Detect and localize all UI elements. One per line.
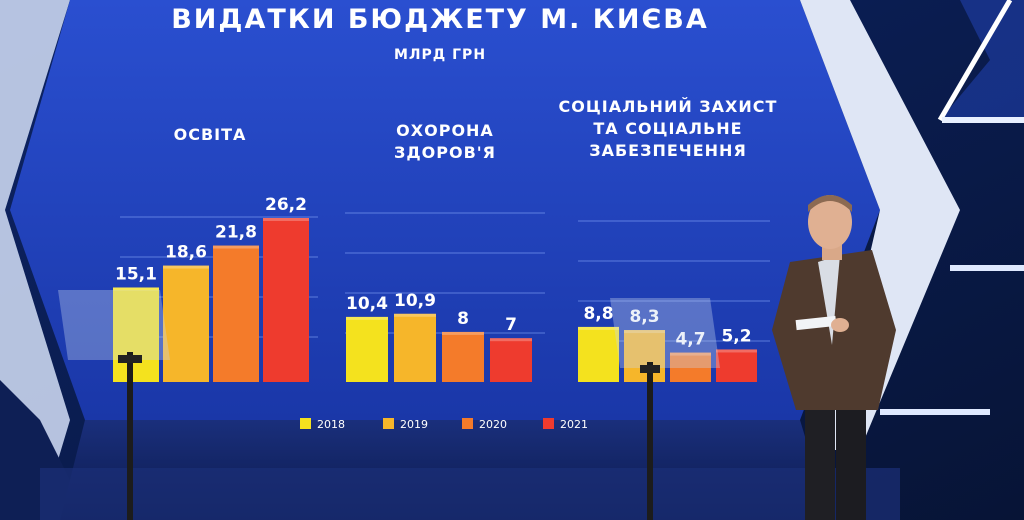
panel-title-line: ОХОРОНА — [396, 121, 494, 140]
data-label: 10,4 — [346, 294, 388, 314]
teleprompter-clamp-right — [640, 365, 660, 373]
bar — [624, 330, 665, 382]
data-label: 26,2 — [265, 195, 307, 215]
bar-highlight — [163, 265, 209, 269]
bar — [716, 349, 757, 382]
bar — [113, 287, 159, 382]
bar-highlight — [578, 326, 619, 330]
bar-highlight — [213, 245, 259, 249]
data-label: 10,9 — [394, 291, 436, 311]
presenter-papers — [795, 315, 837, 331]
legend-swatch — [383, 418, 394, 429]
panel-title-line: ЗДОРОВ'Я — [394, 143, 496, 162]
legend-label: 2018 — [317, 418, 345, 431]
bar-highlight — [442, 331, 484, 335]
teleprompter-glass-left — [58, 290, 170, 360]
bar-highlight — [263, 218, 309, 221]
presenter — [772, 195, 896, 520]
bar — [578, 326, 619, 382]
data-label: 8,8 — [583, 304, 613, 324]
bar-highlight — [624, 330, 665, 334]
data-label: 8 — [457, 309, 469, 329]
panel-title-health: ОХОРОНА ЗДОРОВ'Я — [345, 120, 545, 164]
bar — [163, 265, 209, 382]
bar — [442, 331, 484, 382]
legend-label: 2020 — [479, 418, 507, 431]
legend-label: 2021 — [560, 418, 588, 431]
bar-highlight — [490, 338, 532, 342]
presenter-hair — [808, 195, 852, 212]
presenter-head — [808, 195, 852, 249]
legend-swatch — [300, 418, 311, 429]
data-label: 7 — [505, 315, 517, 335]
data-label: 15,1 — [115, 264, 157, 284]
presenter-leg — [805, 392, 835, 520]
data-label: 5,2 — [721, 326, 751, 346]
panel-title-line: ЗАБЕЗПЕЧЕННЯ — [589, 141, 747, 160]
bar-highlight — [394, 313, 436, 317]
panel-title-line: ОСВІТА — [173, 125, 247, 144]
panel-title-social: СОЦІАЛЬНИЙ ЗАХИСТ ТА СОЦІАЛЬНЕ ЗАБЕЗПЕЧЕ… — [548, 96, 788, 162]
presenter-hand — [831, 318, 849, 332]
teleprompter-stand-left — [127, 352, 133, 520]
legend-swatch — [543, 418, 554, 429]
bar — [263, 218, 309, 382]
light-strip — [937, 0, 1013, 122]
panel-title-education: ОСВІТА — [120, 124, 300, 146]
bar — [490, 338, 532, 382]
legend-swatch — [462, 418, 473, 429]
panel-title-line: СОЦІАЛЬНИЙ ЗАХИСТ — [558, 97, 778, 116]
presenter-shirt — [818, 255, 840, 345]
stage-floor-glow — [40, 468, 900, 520]
presenter-leg — [836, 392, 866, 520]
data-label: 18,6 — [165, 243, 207, 263]
screen-frame-right — [800, 0, 960, 450]
studio-panel — [940, 0, 1024, 120]
teleprompter-stand-right — [647, 362, 653, 520]
panel-title-line: ТА СОЦІАЛЬНЕ — [593, 119, 743, 138]
teleprompter-glass-right — [610, 298, 720, 368]
data-label: 4,7 — [675, 330, 705, 350]
bar-highlight — [716, 349, 757, 353]
chart-legend: 2018 2019 2020 2021 — [300, 418, 588, 431]
screen-frame-left — [0, 0, 70, 520]
bar-highlight — [113, 287, 159, 291]
chart-title: ВИДАТКИ БЮДЖЕТУ М. КИЄВА — [171, 4, 709, 35]
bar — [394, 313, 436, 382]
bar — [213, 245, 259, 382]
teleprompter-clamp-left — [118, 355, 142, 363]
bar-highlight — [670, 352, 711, 356]
chart-unit: МЛРД ГРН — [393, 47, 487, 63]
data-label: 8,3 — [629, 307, 659, 327]
bar — [346, 316, 388, 382]
chart-area: 15,1 18,6 21,8 26,2 10,4 10,9 8 7 8,8 8,3 4,7 5,2 — [113, 195, 770, 382]
bar — [670, 352, 711, 382]
data-label: 21,8 — [215, 223, 257, 243]
bar-highlight — [346, 316, 388, 320]
legend-label: 2019 — [400, 418, 428, 431]
